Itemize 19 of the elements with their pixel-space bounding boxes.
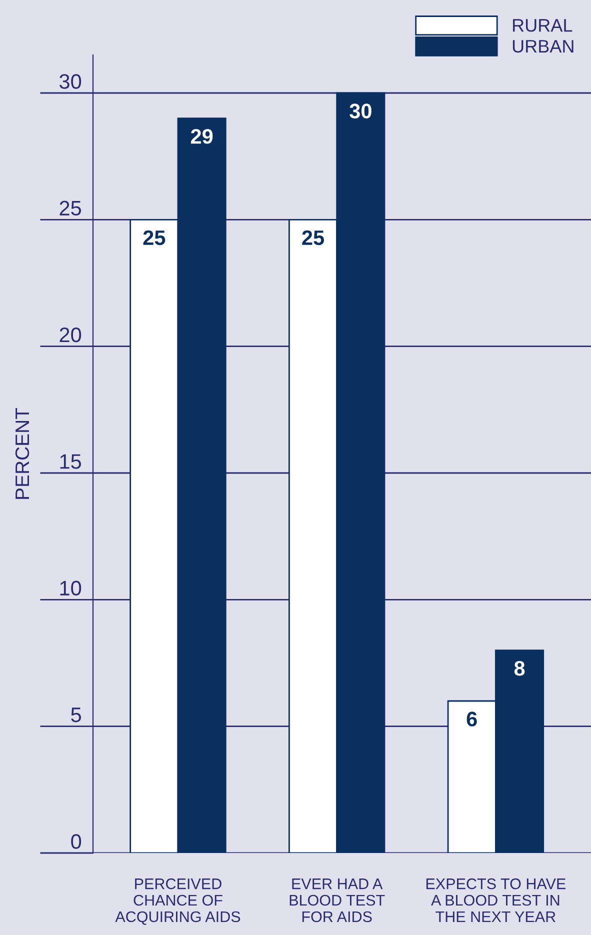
data-label: 30	[350, 104, 372, 118]
y-tick-label: 20	[60, 327, 82, 342]
legend-label: RURAL	[513, 19, 572, 32]
data-label: 25	[143, 230, 166, 246]
y-tick-label: 30	[60, 74, 82, 89]
y-tick-label: 0	[71, 834, 82, 849]
y-tick-label: 10	[60, 580, 82, 596]
y-tick-label: 15	[60, 454, 82, 469]
x-tick-label: PERCEIVED CHANCE OF ACQUIRING AIDS	[115, 878, 240, 925]
x-tick-label: EVER HAD A BLOOD TEST FOR AIDS	[290, 878, 385, 922]
data-label: 29	[190, 129, 213, 144]
data-label: 25	[302, 230, 324, 246]
legend-label: URBAN	[512, 40, 574, 53]
y-axis-title: PERCENT	[15, 408, 30, 499]
data-label: 6	[466, 712, 477, 726]
y-tick-label: 5	[71, 708, 82, 722]
x-tick-label: EXPECTS TO HAVE A BLOOD TEST IN THE NEXT YEAR	[426, 878, 566, 922]
data-label: 8	[514, 661, 525, 676]
y-tick-label: 25	[60, 200, 82, 216]
